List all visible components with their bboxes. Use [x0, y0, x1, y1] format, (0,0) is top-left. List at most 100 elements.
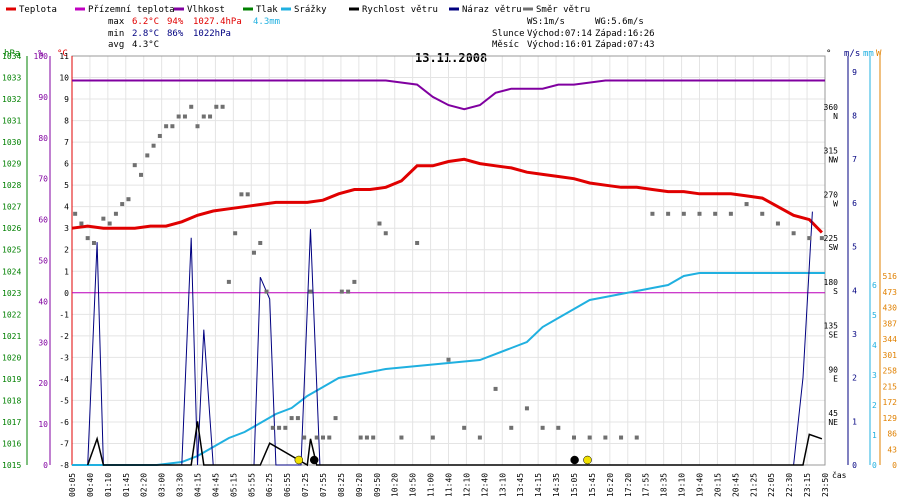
wind-tick-label: 7: [852, 155, 857, 164]
wind-direction-point: [283, 425, 288, 430]
pressure-tick-label: 1022: [2, 310, 21, 319]
dir-name-label: E: [833, 374, 838, 383]
moonset-marker: [570, 455, 579, 465]
x-tick-label: 03:00: [158, 473, 167, 497]
wind-direction-point: [79, 221, 84, 226]
wind-direction-point: [151, 143, 156, 148]
pressure-tick-label: 1033: [2, 74, 21, 83]
wind-direction-point: [819, 236, 824, 241]
rain-tick-label: 6: [872, 281, 877, 290]
x-tick-label: 09:20: [355, 473, 364, 497]
radiation-tick-label: 387: [883, 319, 898, 328]
moon-rise: Východ:16:01: [527, 40, 592, 50]
wind-direction-point: [195, 124, 200, 129]
x-tick-label: 05:55: [247, 473, 256, 497]
series-rain: [72, 272, 825, 466]
dir-name-label: W: [833, 199, 838, 208]
wind-direction-point: [346, 289, 351, 294]
wind-direction-point: [226, 279, 231, 284]
temp-tick-label: 7: [64, 138, 69, 147]
rain-tick-label: 2: [872, 401, 877, 410]
wind-direction-point: [85, 236, 90, 241]
x-tick-label: 20:15: [713, 473, 722, 497]
x-tick-label: 07:25: [301, 473, 310, 497]
pressure-tick-label: 1031: [2, 117, 21, 126]
dir-tick-label: 180: [824, 278, 839, 287]
dir-tick-label: 225: [824, 234, 839, 243]
legend-label: Náraz větru: [462, 5, 522, 15]
wind-direction-point: [295, 416, 300, 421]
wind-direction-point: [107, 221, 112, 226]
wind-direction-point: [462, 425, 467, 430]
legend-label: Vlhkost: [187, 5, 225, 15]
humidity-tick-label: 40: [38, 297, 48, 306]
moon-set: Západ:07:43: [595, 40, 655, 50]
pressure-axis-title: hPa: [4, 49, 20, 59]
wind-direction-point: [139, 172, 144, 177]
wind-direction-point: [251, 250, 256, 255]
x-tick-label: 04:45: [211, 473, 220, 497]
wind-direction-point: [697, 211, 702, 216]
wind-direction-point: [364, 435, 369, 440]
radiation-tick-label: 43: [887, 445, 897, 454]
wind-direction-point: [587, 435, 592, 440]
wind-direction-point: [728, 211, 733, 216]
wind-direction-point: [321, 435, 325, 440]
radiation-tick-label: 258: [883, 367, 898, 376]
wind-direction-point: [399, 435, 404, 440]
max-label: max: [108, 17, 125, 27]
wind-direction-point: [619, 435, 624, 440]
wind-direction-point: [524, 406, 529, 411]
wind-direction-point: [807, 236, 812, 241]
pressure-tick-label: 1030: [2, 138, 21, 147]
x-tick-label: 07:55: [319, 473, 328, 497]
legend: Teplota Přízemní teplota Vlhkost Tlak Srážky…: [6, 5, 590, 15]
humidity-tick-label: 70: [38, 175, 48, 184]
dir-name-label: NW: [828, 156, 838, 165]
wind-direction-point: [289, 416, 294, 421]
series-temperature: [71, 157, 823, 234]
wind-direction-point: [430, 435, 435, 440]
radiation-tick-label: 129: [883, 414, 898, 423]
wind-direction-point: [791, 231, 796, 236]
x-tick-label: 06:25: [265, 473, 274, 497]
x-tick-label: 12:40: [480, 473, 489, 497]
x-tick-label: 14:35: [552, 473, 561, 497]
pressure-tick-label: 1017: [2, 418, 21, 427]
radiation-tick-label: 215: [883, 382, 898, 391]
pressure-tick-label: 1021: [2, 332, 21, 341]
max-temp: 6.2°C: [132, 17, 159, 27]
x-tick-label: 19:40: [696, 473, 705, 497]
series-layer: [71, 79, 825, 467]
temp-tick-label: 4: [64, 203, 69, 212]
wind-direction-point: [327, 435, 332, 440]
x-tick-label: 09:50: [373, 473, 382, 497]
series-humidity: [72, 79, 825, 111]
sunset-marker: [583, 455, 592, 465]
wind-direction-point: [201, 114, 206, 119]
wind-direction-point: [157, 133, 162, 138]
avg-temp: 4.3°C: [132, 40, 159, 50]
temp-tick-label: -2: [59, 332, 69, 341]
min-pressure: 1022hPa: [193, 29, 231, 39]
wind-direction-point: [302, 435, 307, 440]
dir-tick-label: 315: [824, 147, 839, 156]
humidity-tick-label: 20: [38, 379, 48, 388]
temp-tick-label: 10: [59, 74, 69, 83]
temp-tick-label: -7: [59, 439, 69, 448]
wind-direction-point: [245, 192, 250, 197]
legend-label: Směr větru: [536, 5, 590, 15]
wind-direction-point: [239, 192, 244, 197]
rain-tick-label: 0: [872, 461, 877, 470]
wind-tick-label: 4: [852, 286, 857, 295]
temp-tick-label: 0: [64, 289, 69, 298]
x-tick-label: 15:05: [570, 473, 579, 497]
humidity-tick-label: 60: [38, 216, 48, 225]
wind-direction-point: [270, 425, 275, 430]
x-tick-label: 14:15: [534, 473, 543, 497]
humidity-tick-label: 30: [38, 338, 48, 347]
sun-label: Slunce: [492, 29, 525, 39]
wind-direction-point: [214, 104, 219, 109]
pressure-tick-label: 1029: [2, 160, 21, 169]
